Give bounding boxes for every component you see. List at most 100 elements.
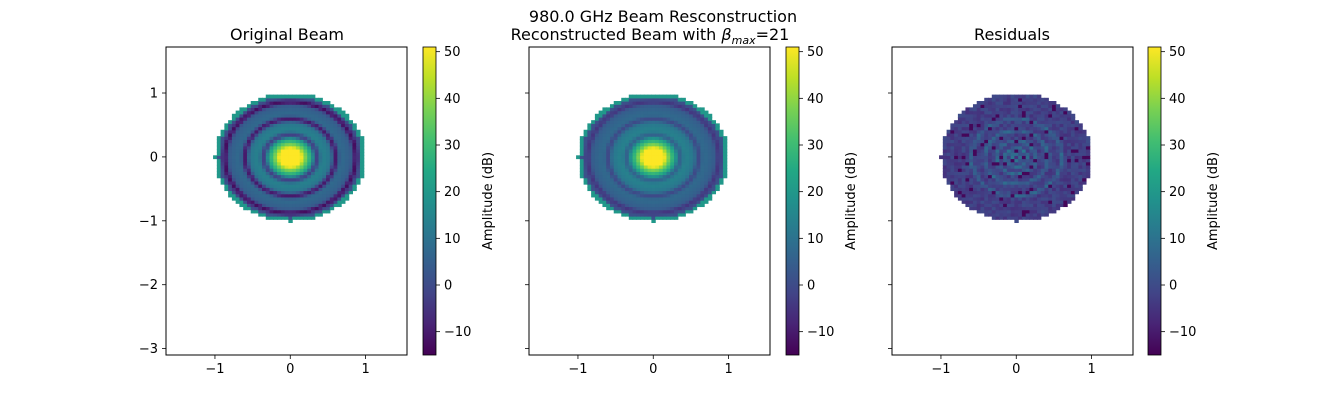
heatmap-cell	[636, 148, 641, 153]
heatmap-cell	[292, 113, 297, 118]
heatmap-cell	[976, 104, 982, 108]
heatmap-cell	[625, 190, 630, 195]
heatmap-cell	[617, 161, 622, 166]
heatmap-cell	[613, 174, 619, 179]
heatmap-cell	[322, 152, 327, 156]
heatmap-cell	[288, 126, 293, 131]
heatmap-cell	[980, 174, 985, 179]
heatmap-cell	[295, 104, 301, 108]
heatmap-cell	[628, 97, 634, 102]
heatmap-cell	[988, 126, 993, 131]
heatmap-cell	[594, 136, 600, 140]
heatmap-cell	[700, 200, 705, 204]
heatmap-cell	[988, 139, 993, 144]
heatmap-cell	[258, 142, 263, 147]
heatmap-cell	[681, 206, 686, 211]
heatmap-cell	[1014, 129, 1019, 134]
heatmap-cell	[632, 145, 637, 150]
heatmap-cell	[640, 203, 645, 208]
heatmap-cell	[647, 184, 652, 188]
heatmap-cell	[310, 200, 316, 204]
heatmap-cell	[1036, 139, 1042, 144]
heatmap-cell	[1048, 116, 1053, 121]
heatmap-cell	[329, 193, 335, 198]
heatmap-cell	[689, 158, 694, 163]
heatmap-cell	[284, 145, 289, 150]
heatmap-cell	[681, 180, 686, 185]
heatmap-cell	[1052, 187, 1057, 192]
heatmap-cell	[995, 148, 1000, 153]
heatmap-cell	[696, 171, 701, 176]
heatmap-cell	[220, 139, 225, 144]
heatmap-cell	[258, 203, 263, 208]
heatmap-cell	[1036, 94, 1042, 99]
heatmap-cell	[1006, 145, 1012, 150]
heatmap-cell	[1074, 136, 1079, 140]
heatmap-cell	[288, 113, 293, 118]
heatmap-cell	[628, 155, 634, 160]
x-axis: −1 0 1	[931, 355, 1096, 377]
heatmap-cell	[292, 142, 297, 147]
heatmap-cell	[625, 158, 630, 163]
heatmap-cell	[707, 190, 713, 195]
heatmap-cell	[262, 180, 267, 185]
heatmap-cell	[307, 193, 312, 198]
heatmap-cell	[954, 187, 959, 192]
heatmap-cell	[602, 142, 607, 147]
heatmap-cell	[692, 155, 698, 160]
heatmap-cell	[594, 148, 600, 153]
heatmap-cell	[228, 180, 233, 185]
heatmap-cell	[288, 164, 293, 169]
heatmap-cell	[954, 174, 959, 179]
heatmap-cell	[696, 187, 701, 192]
heatmap-cell	[1036, 177, 1042, 182]
heatmap-cell	[647, 171, 652, 176]
heatmap-cell	[250, 142, 256, 147]
heatmap-cell	[625, 97, 630, 102]
heatmap-cell	[670, 97, 675, 102]
heatmap-cell	[277, 104, 282, 108]
heatmap-cell	[344, 180, 350, 185]
heatmap-cell	[995, 196, 1000, 201]
heatmap-cell	[269, 129, 274, 134]
heatmap-cell	[628, 209, 634, 214]
heatmap-cell	[1063, 113, 1068, 118]
heatmap-cell	[228, 152, 233, 156]
heatmap-cell	[318, 187, 323, 192]
heatmap-cell	[961, 139, 967, 144]
heatmap-cell	[250, 101, 256, 105]
heatmap-cell	[946, 180, 951, 185]
heatmap-cell	[658, 101, 664, 105]
heatmap-cell	[1003, 155, 1008, 160]
heatmap-cell	[228, 193, 233, 198]
heatmap-cell	[1067, 155, 1072, 160]
heatmap-cell	[598, 136, 604, 140]
heatmap-cell	[307, 113, 312, 118]
heatmap-cell	[991, 209, 997, 214]
heatmap-cell	[991, 161, 997, 166]
heatmap-cell	[681, 171, 686, 176]
heatmap-cell	[685, 142, 690, 147]
heatmap-cell	[1029, 97, 1034, 102]
heatmap-cell	[722, 136, 728, 140]
heatmap-cell	[1025, 212, 1031, 217]
heatmap-cell	[976, 168, 982, 172]
heatmap-cell	[591, 193, 596, 198]
heatmap-cell	[670, 113, 675, 118]
heatmap-cell	[284, 136, 289, 140]
heatmap-cell	[269, 107, 274, 112]
heatmap-cell	[254, 155, 259, 160]
heatmap-cell	[1067, 110, 1072, 115]
heatmap-cell	[1048, 158, 1053, 163]
heatmap-cell	[1040, 161, 1046, 166]
heatmap-cell	[1036, 187, 1042, 192]
heatmap-cell	[265, 180, 271, 185]
heatmap-cell	[658, 171, 664, 176]
heatmap-cell	[333, 139, 338, 144]
heatmap-cell	[609, 145, 615, 150]
heatmap-cell	[228, 129, 233, 134]
heatmap-cell	[303, 97, 308, 102]
heatmap-cell	[950, 129, 955, 134]
heatmap-cell	[1048, 190, 1053, 195]
